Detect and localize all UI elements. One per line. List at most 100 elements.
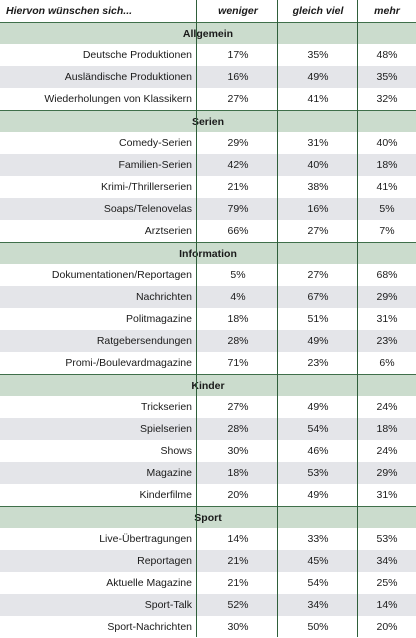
value-mehr: 24% [376,445,398,457]
value-weniger: 21% [227,181,249,193]
row-label: Politmagazine [126,313,192,325]
value-gleich-viel: 34% [307,599,329,611]
value-weniger: 30% [227,445,249,457]
row-label: Sport-Nachrichten [107,621,192,633]
value-mehr: 40% [376,137,398,149]
value-gleich-viel: 33% [307,533,329,545]
column-divider [357,0,358,637]
table-row: Krimi-/Thrillerserien 21% 38% 41% [0,176,416,198]
value-gleich-viel: 46% [307,445,329,457]
table-row: Nachrichten 4% 67% 29% [0,286,416,308]
row-label: Wiederholungen von Klassikern [44,93,192,105]
value-gleich-viel: 51% [307,313,329,325]
value-mehr: 23% [376,335,398,347]
row-label: Spielserien [140,423,192,435]
row-label: Dokumentationen/Reportagen [51,269,192,281]
table-row: Promi-/Boulevardmagazine 71% 23% 6% [0,352,416,374]
table-row: Deutsche Produktionen 17% 35% 48% [0,44,416,66]
value-gleich-viel: 31% [307,137,329,149]
value-gleich-viel: 54% [307,577,329,589]
table-row: Magazine 18% 53% 29% [0,462,416,484]
row-label: Kinderfilme [139,489,192,501]
value-gleich-viel: 35% [307,49,329,61]
column-divider [277,0,278,637]
column-header-mehr: mehr [374,5,400,17]
table-row: Comedy-Serien 29% 31% 40% [0,132,416,154]
value-gleich-viel: 49% [307,489,329,501]
table-row: Arztserien 66% 27% 7% [0,220,416,242]
value-gleich-viel: 67% [307,291,329,303]
value-gleich-viel: 53% [307,467,329,479]
value-gleich-viel: 49% [307,335,329,347]
row-label: Deutsche Produktionen [82,49,192,61]
row-label: Ratgebersendungen [96,335,192,347]
value-mehr: 29% [376,291,398,303]
column-divider [196,0,197,637]
table-row: Familien-Serien 42% 40% 18% [0,154,416,176]
value-weniger: 20% [227,489,249,501]
value-weniger: 79% [227,203,249,215]
row-label: Comedy-Serien [119,137,192,149]
value-mehr: 18% [376,159,398,171]
value-mehr: 48% [376,49,398,61]
value-mehr: 7% [379,225,395,237]
column-header-weniger: weniger [218,5,258,17]
row-label: Trickserien [141,401,192,413]
section-header: Kinder [0,374,416,397]
table-row: Kinderfilme 20% 49% 31% [0,484,416,506]
value-mehr: 68% [376,269,398,281]
row-label: Magazine [146,467,192,479]
value-weniger: 30% [227,621,249,633]
value-weniger: 16% [227,71,249,83]
value-gleich-viel: 50% [307,621,329,633]
value-mehr: 5% [379,203,395,215]
value-mehr: 29% [376,467,398,479]
value-mehr: 34% [376,555,398,567]
table-row: Dokumentationen/Reportagen 5% 27% 68% [0,264,416,286]
row-label: Live-Übertragungen [99,533,192,545]
section-title: Sport [194,512,222,524]
table-row: Soaps/Telenovelas 79% 16% 5% [0,198,416,220]
value-gleich-viel: 49% [307,401,329,413]
value-weniger: 21% [227,577,249,589]
value-mehr: 31% [376,313,398,325]
section-header: Sport [0,506,416,529]
row-label: Shows [160,445,192,457]
value-weniger: 28% [227,423,249,435]
value-mehr: 41% [376,181,398,193]
value-mehr: 24% [376,401,398,413]
table-row: Politmagazine 18% 51% 31% [0,308,416,330]
value-gleich-viel: 16% [307,203,329,215]
table-row: Ausländische Produktionen 16% 49% 35% [0,66,416,88]
row-label: Reportagen [137,555,192,567]
value-gleich-viel: 27% [307,225,329,237]
column-header-gleich-viel: gleich viel [292,5,344,17]
value-mehr: 53% [376,533,398,545]
value-gleich-viel: 23% [307,357,329,369]
row-label: Ausländische Produktionen [64,71,192,83]
table-row: Reportagen 21% 45% 34% [0,550,416,572]
value-mehr: 6% [379,357,395,369]
row-label: Familien-Serien [118,159,192,171]
section-title: Information [179,248,237,260]
value-weniger: 17% [227,49,249,61]
value-mehr: 20% [376,621,398,633]
section-title: Kinder [191,380,225,392]
row-label: Sport-Talk [144,599,192,611]
row-label: Soaps/Telenovelas [103,203,192,215]
table-row: Aktuelle Magazine 21% 54% 25% [0,572,416,594]
table-row: Sport-Nachrichten 30% 50% 20% [0,616,416,638]
value-gleich-viel: 41% [307,93,329,105]
value-mehr: 31% [376,489,398,501]
value-weniger: 4% [230,291,246,303]
row-label: Nachrichten [135,291,192,303]
value-gleich-viel: 49% [307,71,329,83]
value-gleich-viel: 45% [307,555,329,567]
row-label: Arztserien [144,225,192,237]
value-weniger: 28% [227,335,249,347]
row-label: Aktuelle Magazine [106,577,192,589]
table-row: Trickserien 27% 49% 24% [0,396,416,418]
value-gleich-viel: 27% [307,269,329,281]
value-weniger: 21% [227,555,249,567]
